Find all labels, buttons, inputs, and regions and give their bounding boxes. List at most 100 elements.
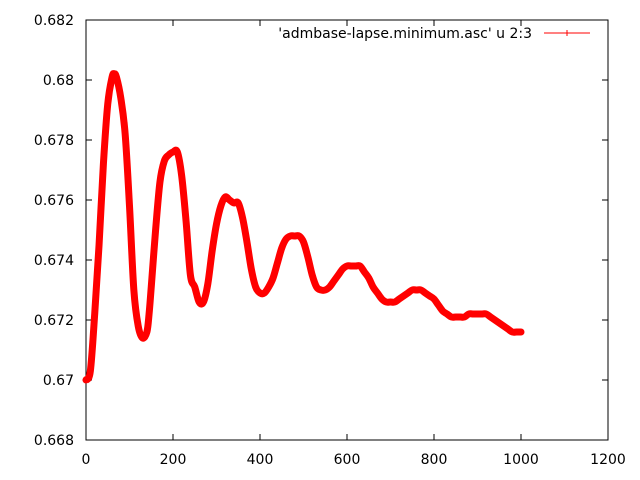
data-point [261,290,268,296]
legend-label: 'admbase-lapse.minimum.asc' u 2:3 [278,26,532,42]
data-point [217,203,224,209]
data-point [439,308,446,314]
data-point [165,152,172,158]
data-point [100,161,107,167]
data-point [296,233,303,239]
data-point [235,200,242,206]
data-point [404,290,411,296]
data-point [431,296,437,302]
data-point [357,263,364,269]
data-point [313,284,320,290]
y-tick-label: 0.676 [34,193,74,209]
y-tick-label: 0.672 [34,313,74,329]
data-point [326,284,333,290]
data-point [461,314,468,320]
x-tick-label: 200 [160,452,187,468]
data-point [322,287,329,293]
x-tick-label: 1200 [590,452,626,468]
x-tick-label: 800 [421,452,448,468]
data-point [374,290,381,296]
plot-area-frame [85,19,609,441]
data-point [122,131,129,137]
data-point [274,260,281,266]
data-point [335,272,342,278]
series-group [82,70,525,384]
data-point [500,323,507,329]
data-point [183,218,190,224]
series-line [82,70,525,384]
data-point [248,266,255,272]
data-point [243,239,250,245]
y-tick-label: 0.67 [43,373,74,389]
legend: 'admbase-lapse.minimum.asc' u 2:3 [278,26,590,42]
data-point [391,299,398,305]
data-point [400,293,407,299]
data-point [252,284,259,290]
data-point [304,254,311,260]
data-point [487,314,494,320]
data-point [300,239,307,245]
data-point [504,326,511,332]
data-point [104,101,111,107]
x-tick-label: 400 [247,452,274,468]
data-point [265,284,272,290]
data-point [87,368,94,374]
x-axis: 0 200 400 600 800 1000 1200 [82,20,626,468]
data-point [370,284,377,290]
data-point [161,158,168,164]
data-point [96,242,103,248]
data-point [483,311,490,317]
y-tick-label: 0.674 [34,253,74,269]
data-point [146,311,153,317]
data-point [148,284,155,290]
data-point [278,245,285,251]
data-point [270,275,277,281]
data-point [204,281,211,287]
data-point [213,221,220,227]
data-point [435,302,442,308]
data-point [143,329,150,335]
data-point [126,203,133,209]
data-point [113,74,120,80]
data-point [200,299,207,305]
x-tick-label: 1000 [503,452,539,468]
data-point [91,311,98,317]
data-point [491,317,498,323]
data-point [496,320,503,326]
data-point [139,335,146,341]
data-point [365,275,372,281]
data-point [174,149,181,155]
data-point [283,236,290,242]
y-tick-label: 0.682 [34,13,74,29]
data-point [396,296,403,302]
y-tick-label: 0.68 [43,73,74,89]
data-point [156,179,163,185]
data-point [422,290,429,296]
data-point [222,194,229,200]
data-point [309,272,316,278]
data-point [130,287,137,293]
data-point [239,215,246,221]
data-point [378,296,385,302]
y-tick-label: 0.678 [34,133,74,149]
data-point [518,329,524,335]
legend-marker [564,30,570,36]
data-point [426,293,433,299]
data-point [83,377,89,383]
data-point [178,173,185,179]
data-point [361,269,368,275]
data-point [339,266,346,272]
data-point [444,311,451,317]
x-tick-label: 600 [334,452,361,468]
data-point [191,284,198,290]
data-point [417,287,424,293]
y-axis: 0.668 0.67 0.672 0.674 0.676 0.678 0.68 0.682 [34,13,608,449]
data-point [117,95,124,101]
data-point [226,197,233,203]
data-point [330,278,337,284]
y-tick-label: 0.668 [34,433,74,449]
data-point [187,272,194,278]
x-tick-label: 0 [82,452,91,468]
data-point [135,323,142,329]
